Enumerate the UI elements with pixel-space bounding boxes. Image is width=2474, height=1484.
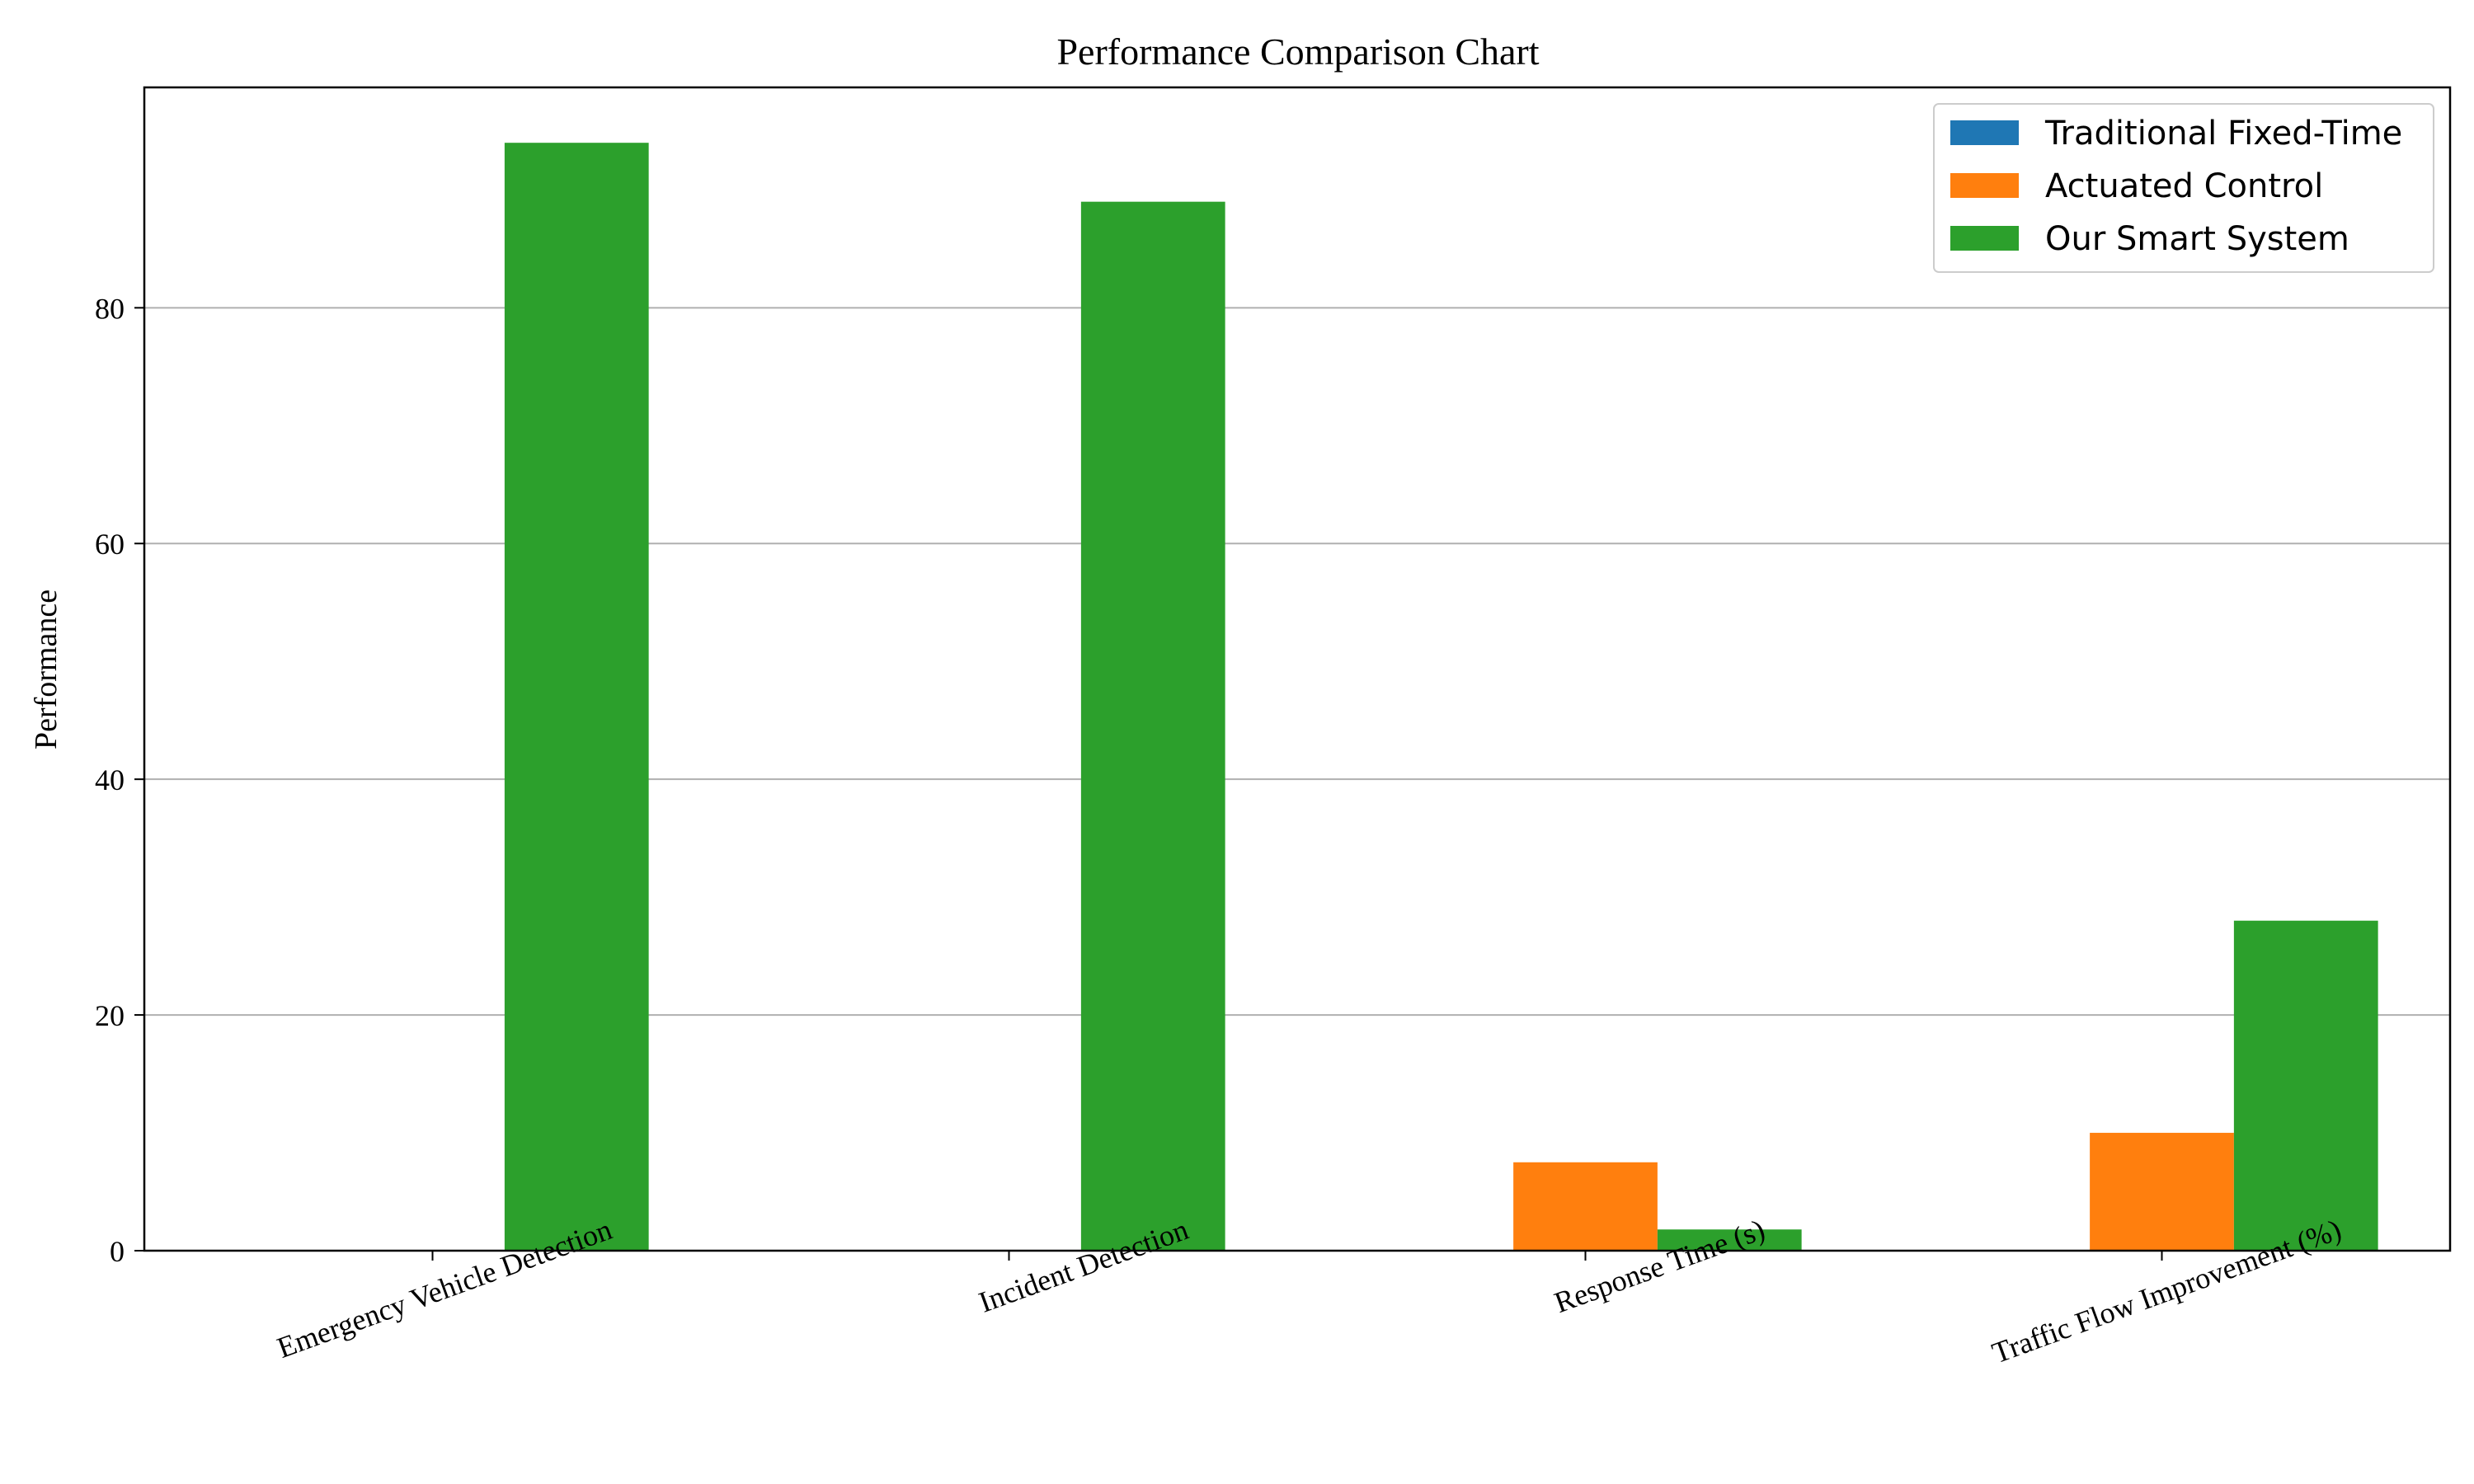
y-axis-label: Performance xyxy=(29,589,63,749)
legend-label: Traditional Fixed-Time xyxy=(2044,115,2402,153)
y-axis: 0 20 40 60 80 xyxy=(95,292,144,1268)
legend-swatch xyxy=(1950,120,2019,145)
bar xyxy=(1657,1229,1802,1251)
bar xyxy=(2090,1133,2234,1251)
y-tick-label: 0 xyxy=(110,1235,125,1268)
y-tick-label: 40 xyxy=(95,763,125,796)
y-tick-label: 60 xyxy=(95,528,125,561)
bar xyxy=(1080,201,1225,1252)
y-tick-label: 80 xyxy=(95,292,125,325)
legend-swatch xyxy=(1950,173,2019,198)
bar xyxy=(504,143,649,1252)
bars xyxy=(504,143,2378,1252)
chart-title: Performance Comparison Chart xyxy=(1056,31,1539,73)
legend-swatch xyxy=(1950,226,2019,251)
plot-frame xyxy=(143,86,2452,1252)
legend-label: Actuated Control xyxy=(2045,167,2323,205)
legend-box xyxy=(1933,103,2434,273)
legend-label: Our Smart System xyxy=(2045,220,2349,258)
y-tick-label: 20 xyxy=(95,999,125,1032)
bar xyxy=(2233,920,2378,1251)
legend: Traditional Fixed-Time Actuated Control Ou… xyxy=(1933,103,2434,273)
bar xyxy=(1513,1162,1658,1251)
